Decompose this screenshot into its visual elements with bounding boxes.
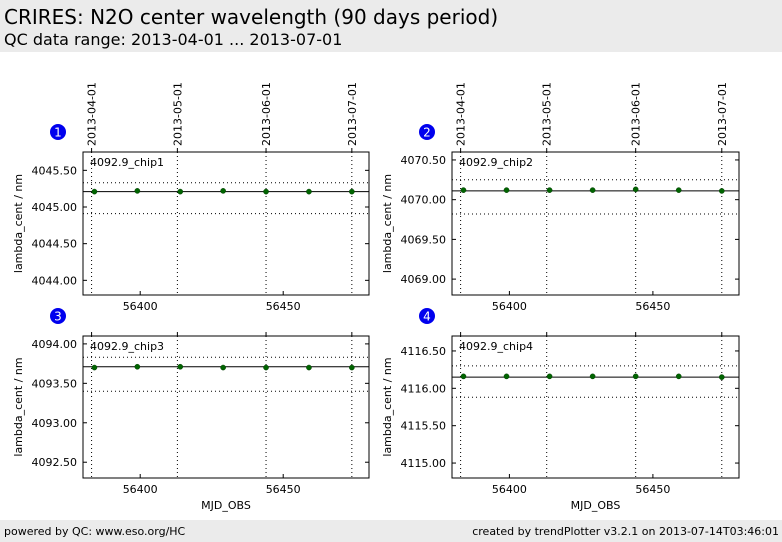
data-point bbox=[546, 187, 553, 193]
y-tick-label: 4044.50 bbox=[32, 238, 78, 251]
plot-frame bbox=[451, 335, 740, 479]
y-tick-label: 4045.00 bbox=[32, 201, 78, 214]
top-date-label: 2013-04-01 bbox=[86, 82, 99, 146]
data-point bbox=[263, 364, 269, 371]
plot-frame bbox=[82, 151, 370, 296]
panel-number-badge bbox=[419, 308, 435, 324]
panel-number-label: 2 bbox=[423, 126, 431, 140]
y-tick-label: 4094.00 bbox=[32, 338, 78, 351]
y-axis-title: lambda_cent / nm bbox=[381, 357, 394, 456]
chip-label: 4092.9_chip2 bbox=[459, 156, 533, 169]
y-axis-title: lambda_cent / nm bbox=[381, 174, 394, 273]
x-tick-label: 56400 bbox=[492, 300, 527, 313]
x-tick-label: 56400 bbox=[123, 483, 158, 496]
y-tick-label: 4069.00 bbox=[401, 273, 447, 286]
page-title: CRIRES: N2O center wavelength (90 days p… bbox=[4, 5, 499, 29]
panel-number-label: 3 bbox=[54, 310, 62, 324]
footer-created-by: created by trendPlotter v3.2.1 on 2013-0… bbox=[472, 525, 779, 538]
data-point bbox=[349, 364, 355, 371]
y-tick-label: 4115.50 bbox=[401, 420, 447, 433]
y-tick-label: 4116.00 bbox=[401, 382, 447, 395]
y-tick-label: 4115.00 bbox=[401, 457, 447, 470]
data-point bbox=[177, 188, 184, 195]
y-tick-label: 4116.50 bbox=[401, 345, 447, 358]
y-tick-label: 4093.50 bbox=[32, 377, 78, 390]
panel-number-badge bbox=[50, 124, 66, 140]
footer-bar: powered by QC: www.eso.org/HC created by… bbox=[0, 520, 782, 542]
x-tick-label: 56450 bbox=[266, 483, 301, 496]
data-point bbox=[675, 373, 682, 380]
panel-4: 4115.00 4115.50 4116.00 4116.50 56400 56450 MJ… bbox=[381, 308, 740, 512]
plot-frame bbox=[451, 151, 740, 296]
data-point bbox=[460, 373, 467, 380]
y-tick-label: 4069.50 bbox=[401, 233, 447, 246]
data-point bbox=[134, 188, 141, 194]
data-point bbox=[349, 188, 355, 195]
y-axis-title: lambda_cent / nm bbox=[12, 174, 25, 273]
data-point bbox=[718, 188, 725, 194]
y-tick-label: 4070.00 bbox=[401, 194, 447, 207]
x-axis-title: MJD_OBS bbox=[201, 499, 251, 512]
data-point bbox=[589, 187, 596, 193]
chip-label: 4092.9_chip4 bbox=[459, 340, 533, 353]
y-tick-label: 4044.00 bbox=[32, 274, 78, 287]
x-tick-label: 56400 bbox=[123, 300, 158, 313]
x-tick-label: 56450 bbox=[635, 300, 670, 313]
top-date-label: 2013-06-01 bbox=[260, 82, 273, 146]
y-tick-label: 4070.50 bbox=[401, 154, 447, 167]
data-point bbox=[177, 363, 184, 370]
panel-number-badge bbox=[50, 308, 66, 324]
panel-number-badge bbox=[419, 124, 435, 140]
data-point bbox=[91, 364, 98, 371]
data-point bbox=[91, 188, 98, 195]
panel-1: 2013-04-01 2013-05-01 2013-06-01 2013-07-01… bbox=[12, 82, 370, 313]
footer-powered-by: powered by QC: www.eso.org/HC bbox=[4, 525, 186, 538]
chip-label: 4092.9_chip1 bbox=[90, 156, 164, 169]
x-axis-title: MJD_OBS bbox=[571, 499, 621, 512]
y-axis-title: lambda_cent / nm bbox=[12, 357, 25, 456]
data-point bbox=[306, 188, 312, 195]
x-tick-label: 56450 bbox=[635, 483, 670, 496]
panel-2: 2013-04-01 2013-05-01 2013-06-01 2013-07-01… bbox=[381, 82, 740, 313]
top-date-label: 2013-05-01 bbox=[541, 82, 554, 146]
panel-number-label: 4 bbox=[423, 310, 431, 324]
data-point bbox=[460, 187, 467, 193]
top-date-label: 2013-06-01 bbox=[630, 82, 643, 146]
top-date-label: 2013-04-01 bbox=[455, 82, 468, 146]
top-date-label: 2013-05-01 bbox=[171, 82, 184, 146]
y-tick-label: 4045.50 bbox=[32, 164, 78, 177]
x-tick-label: 56400 bbox=[492, 483, 527, 496]
data-point bbox=[632, 373, 639, 380]
header-bar: CRIRES: N2O center wavelength (90 days p… bbox=[0, 0, 782, 52]
top-date-label: 2013-07-01 bbox=[716, 82, 729, 146]
data-point bbox=[503, 373, 510, 380]
data-point bbox=[718, 374, 725, 380]
trend-plot-area: 2013-04-01 2013-05-01 2013-06-01 2013-07-01… bbox=[12, 82, 740, 512]
panel-number-label: 1 bbox=[54, 126, 62, 140]
data-point bbox=[632, 186, 639, 193]
y-tick-label: 4092.50 bbox=[32, 456, 78, 469]
data-point bbox=[589, 373, 596, 380]
data-point bbox=[134, 363, 141, 370]
x-tick-label: 56450 bbox=[266, 300, 301, 313]
chip-label: 4092.9_chip3 bbox=[90, 340, 164, 353]
page-subtitle: QC data range: 2013-04-01 ... 2013-07-01 bbox=[4, 30, 343, 49]
data-point bbox=[306, 364, 312, 371]
panel-3: 4092.50 4093.00 4093.50 4094.00 56400 56450 MJ… bbox=[12, 308, 370, 512]
data-point bbox=[263, 188, 269, 195]
data-point bbox=[503, 187, 510, 193]
data-point bbox=[675, 187, 682, 193]
data-point bbox=[220, 364, 226, 371]
top-date-label: 2013-07-01 bbox=[346, 82, 359, 146]
data-point bbox=[546, 373, 553, 380]
data-point bbox=[220, 188, 226, 194]
plot-frame bbox=[82, 335, 370, 479]
y-tick-label: 4093.00 bbox=[32, 417, 78, 430]
